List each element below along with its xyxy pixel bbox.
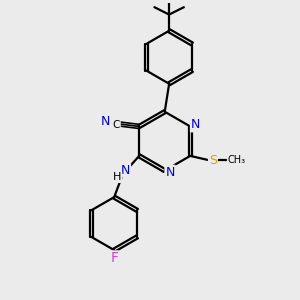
Text: N: N: [101, 115, 110, 128]
Text: CH₃: CH₃: [228, 155, 246, 165]
Text: S: S: [209, 154, 217, 167]
Text: N: N: [191, 118, 200, 131]
Text: H: H: [113, 172, 121, 182]
Text: N: N: [165, 166, 175, 178]
Text: N: N: [121, 164, 130, 176]
Text: F: F: [110, 251, 118, 266]
Text: C: C: [112, 120, 120, 130]
